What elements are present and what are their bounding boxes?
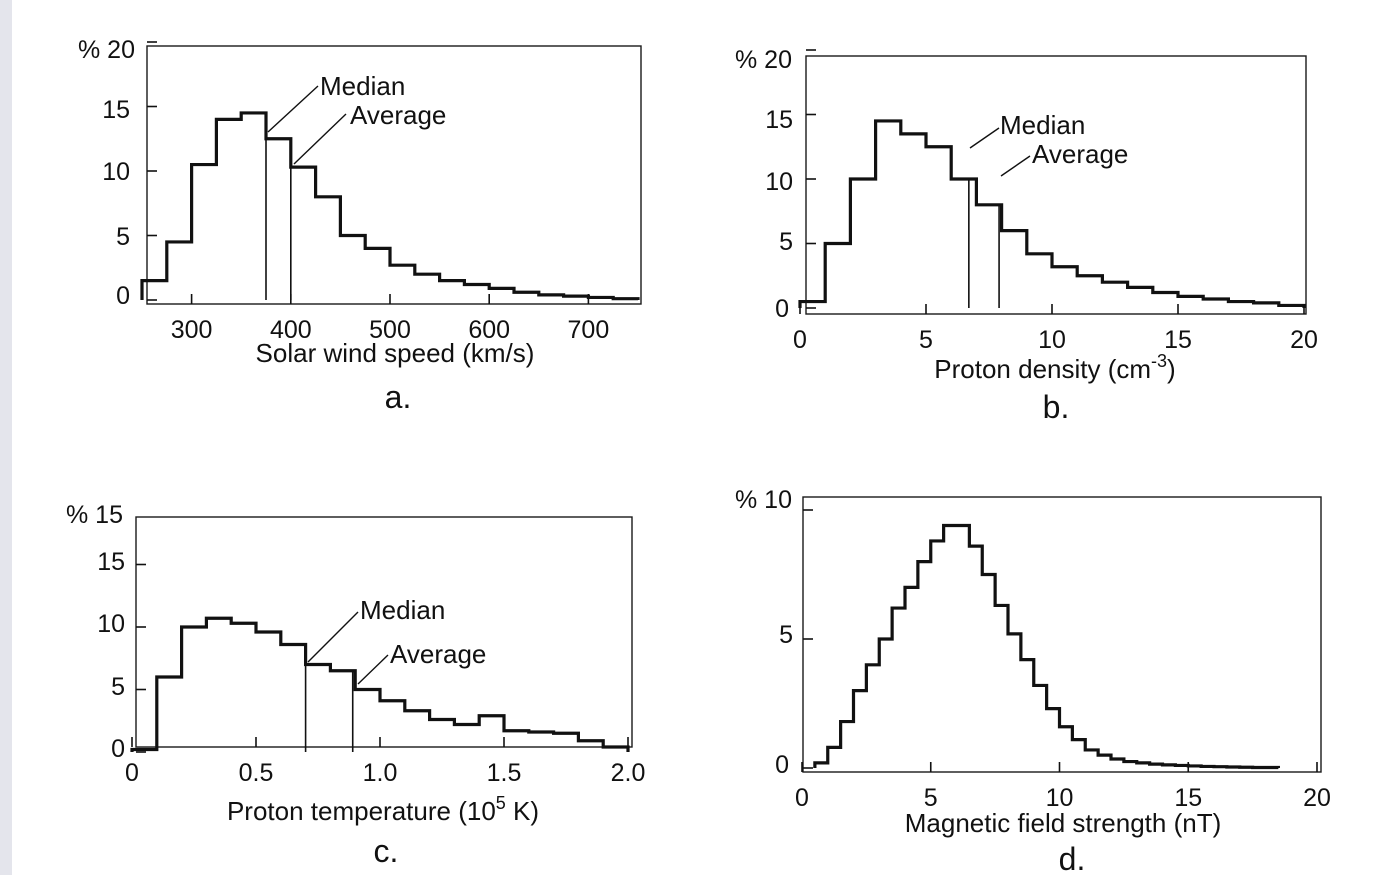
y-tick-label: 5: [111, 673, 125, 701]
x-tick-label: 1.5: [487, 759, 522, 787]
y-tick-label: 5: [116, 223, 130, 251]
average-leader: [357, 654, 389, 685]
x-tick-label: 0: [125, 759, 139, 787]
x-tick-label: 10: [1038, 326, 1066, 354]
y-tick-label: 0: [775, 295, 789, 323]
x-tick-label: 2.0: [611, 759, 646, 787]
median-leader: [267, 85, 319, 133]
histogram-outline: [798, 119, 1306, 308]
left-margin-strip: [0, 0, 12, 875]
y-tick-label: 5: [779, 228, 793, 256]
plot-frame: [146, 45, 642, 305]
histogram-outline: [813, 523, 1280, 770]
panel-d-magnetic-field-strength: 0 5 10 15 20 5 0 % 10 Magnetic field strength …: [735, 486, 1331, 875]
x-tick-label: 15: [1174, 784, 1202, 812]
average-leader: [293, 113, 347, 165]
y-tick-label: 0: [111, 735, 125, 763]
panel-letter: b.: [1043, 389, 1070, 425]
median-average-annotations: Median Average: [304, 595, 486, 752]
plot-frame: [802, 496, 1322, 773]
y-axis-percent-label: % 15: [66, 501, 123, 529]
x-axis-label: Proton density (cm-3): [934, 351, 1175, 384]
panel-letter: a.: [385, 379, 412, 415]
y-tick-label: 15: [97, 548, 125, 576]
x-tick-label: 10: [1046, 784, 1074, 812]
x-axis-label: Solar wind speed (km/s): [256, 338, 535, 368]
panel-letter: d.: [1059, 841, 1086, 875]
plot-frame: [135, 516, 633, 748]
x-axis-label: Magnetic field strength (nT): [905, 808, 1221, 838]
median-leader: [969, 127, 1000, 149]
y-axis-percent-label: % 20: [735, 46, 792, 74]
panel-b-proton-density: 0 5 10 15 20 5 10 15 0 % 20 Proton density (cm-3…: [735, 46, 1318, 425]
x-tick-label: 600: [468, 316, 510, 344]
axis-ticks: 0 5 10 15 20 5 0: [775, 509, 1331, 812]
x-tick-label: 500: [369, 316, 411, 344]
plot-frame: [805, 55, 1307, 315]
x-tick-label: 700: [568, 316, 610, 344]
median-leader: [307, 611, 359, 663]
x-tick-label: 300: [171, 316, 213, 344]
x-tick-label: 400: [270, 316, 312, 344]
x-tick-label: 0: [795, 784, 809, 812]
x-tick-label: 1.0: [363, 759, 398, 787]
y-tick-label: 0: [775, 751, 789, 779]
y-tick-label: 10: [765, 168, 793, 196]
axis-ticks: 0 5 10 15 20 5 10 15 0: [765, 49, 1318, 354]
histogram-outline: [130, 616, 630, 752]
y-tick-label: 5: [779, 621, 793, 649]
x-tick-label: 0: [793, 326, 807, 354]
y-tick-label: 0: [116, 282, 130, 310]
y-tick-label: 15: [765, 106, 793, 134]
x-axis-label: Proton temperature (105 K): [227, 793, 539, 826]
y-tick-label: 15: [102, 96, 130, 124]
x-tick-label: 0.5: [239, 759, 274, 787]
x-tick-label: 5: [919, 326, 933, 354]
panel-c-proton-temperature: 0 0.5 1.0 1.5 2.0 0 5 10 15 % 15 Proton temperat…: [66, 501, 645, 869]
y-tick-label: 10: [102, 158, 130, 186]
median-label: Median: [320, 71, 405, 101]
median-label: Median: [360, 595, 445, 625]
average-label: Average: [350, 100, 446, 130]
y-tick-label: 10: [97, 610, 125, 638]
average-leader: [1000, 155, 1031, 177]
y-axis-percent-label: % 10: [735, 486, 792, 514]
y-axis-percent-label: % 20: [78, 36, 135, 64]
x-tick-label: 20: [1290, 326, 1318, 354]
average-label: Average: [390, 639, 486, 669]
x-tick-label: 15: [1164, 326, 1192, 354]
axis-ticks: 0 0.5 1.0 1.5 2.0 0 5 10 15: [97, 548, 645, 787]
x-tick-label: 5: [924, 784, 938, 812]
median-label: Median: [1000, 110, 1085, 140]
panel-letter: c.: [374, 833, 399, 869]
histogram-outline: [140, 111, 640, 301]
panel-a-solar-wind-speed: 300 400 500 600 700 0 5 10 15 % 20 Solar wind sp…: [78, 36, 642, 415]
x-tick-label: 20: [1303, 784, 1331, 812]
axis-ticks: 300 400 500 600 700 0 5 10 15: [102, 41, 610, 344]
average-label: Average: [1032, 139, 1128, 169]
